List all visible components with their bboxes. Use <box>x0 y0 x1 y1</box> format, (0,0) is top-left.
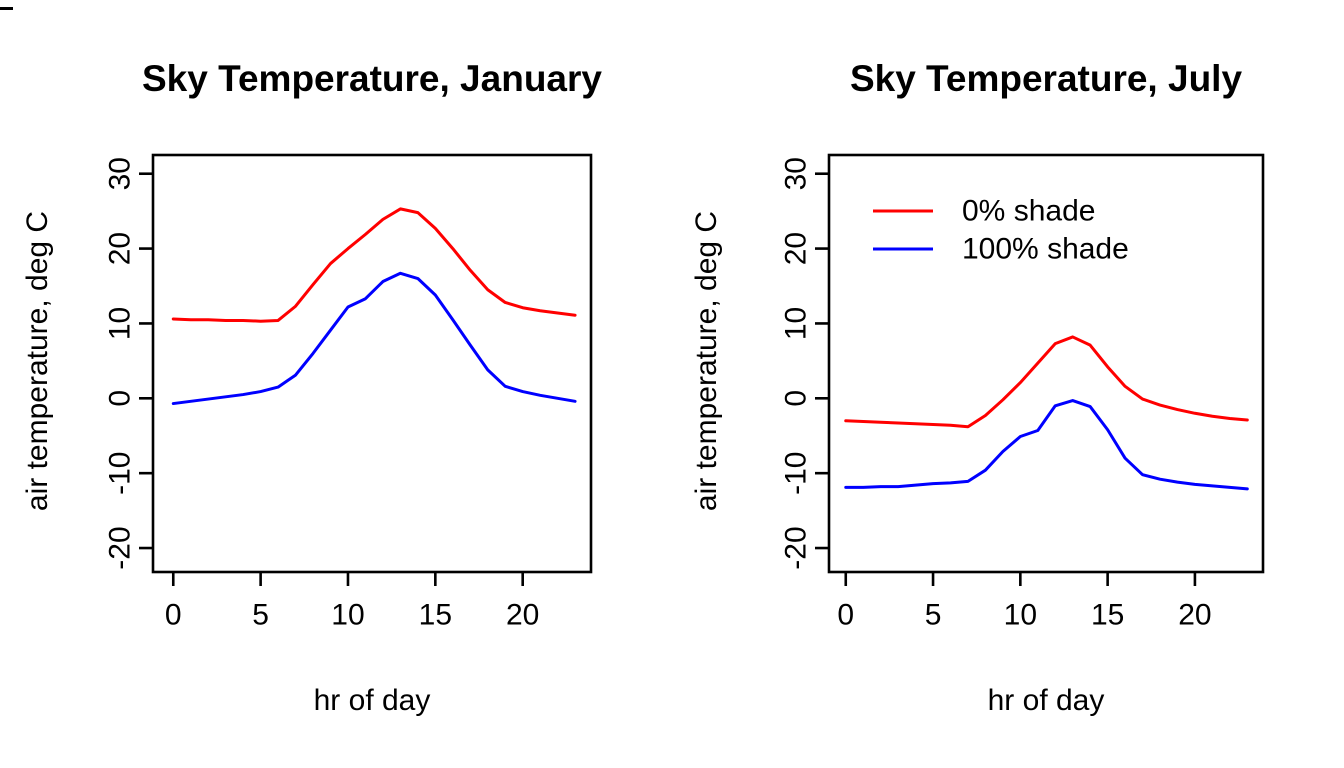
x-tick-label: 15 <box>419 599 452 632</box>
y-tick-label: 10 <box>104 307 137 340</box>
y-tick-label: -20 <box>780 526 813 569</box>
y-tick-label: -10 <box>104 451 137 494</box>
x-tick-label: 5 <box>252 599 269 632</box>
series-line-0-shade <box>844 335 1249 429</box>
y-tick-label: 30 <box>104 157 137 190</box>
y-tick-label: -20 <box>104 526 137 569</box>
legend-label-0: 0% shade <box>962 195 1095 228</box>
x-tick-label: 5 <box>925 599 942 632</box>
legend-label-1: 100% shade <box>962 233 1129 266</box>
chart-title-january: Sky Temperature, January <box>142 58 602 99</box>
y-tick-label: 10 <box>780 307 813 340</box>
y-tick-label: 0 <box>104 390 137 407</box>
x-tick-label: 0 <box>837 599 854 632</box>
x-tick-label: 20 <box>1178 599 1211 632</box>
plot-box <box>151 153 593 574</box>
series-line-100-shade <box>171 271 577 406</box>
y-tick-label: 20 <box>780 232 813 265</box>
chart-title-july: Sky Temperature, July <box>849 58 1243 99</box>
stray-mark <box>0 7 13 10</box>
y-tick-label: -10 <box>780 451 813 494</box>
y-tick-label: 30 <box>780 157 813 190</box>
x-tick-label: 10 <box>331 599 364 632</box>
x-tick-label: 20 <box>506 599 539 632</box>
x-axis-label-july: hr of day <box>987 684 1105 717</box>
x-tick-label: 15 <box>1091 599 1124 632</box>
x-tick-label: 0 <box>165 599 182 632</box>
series-line-100-shade <box>844 399 1249 491</box>
x-axis-label-january: hr of day <box>313 684 431 717</box>
y-tick-label: 0 <box>780 390 813 407</box>
y-tick-label: 20 <box>104 232 137 265</box>
plot-box <box>827 153 1265 574</box>
x-tick-label: 10 <box>1004 599 1037 632</box>
series-line-0-shade <box>171 207 577 323</box>
